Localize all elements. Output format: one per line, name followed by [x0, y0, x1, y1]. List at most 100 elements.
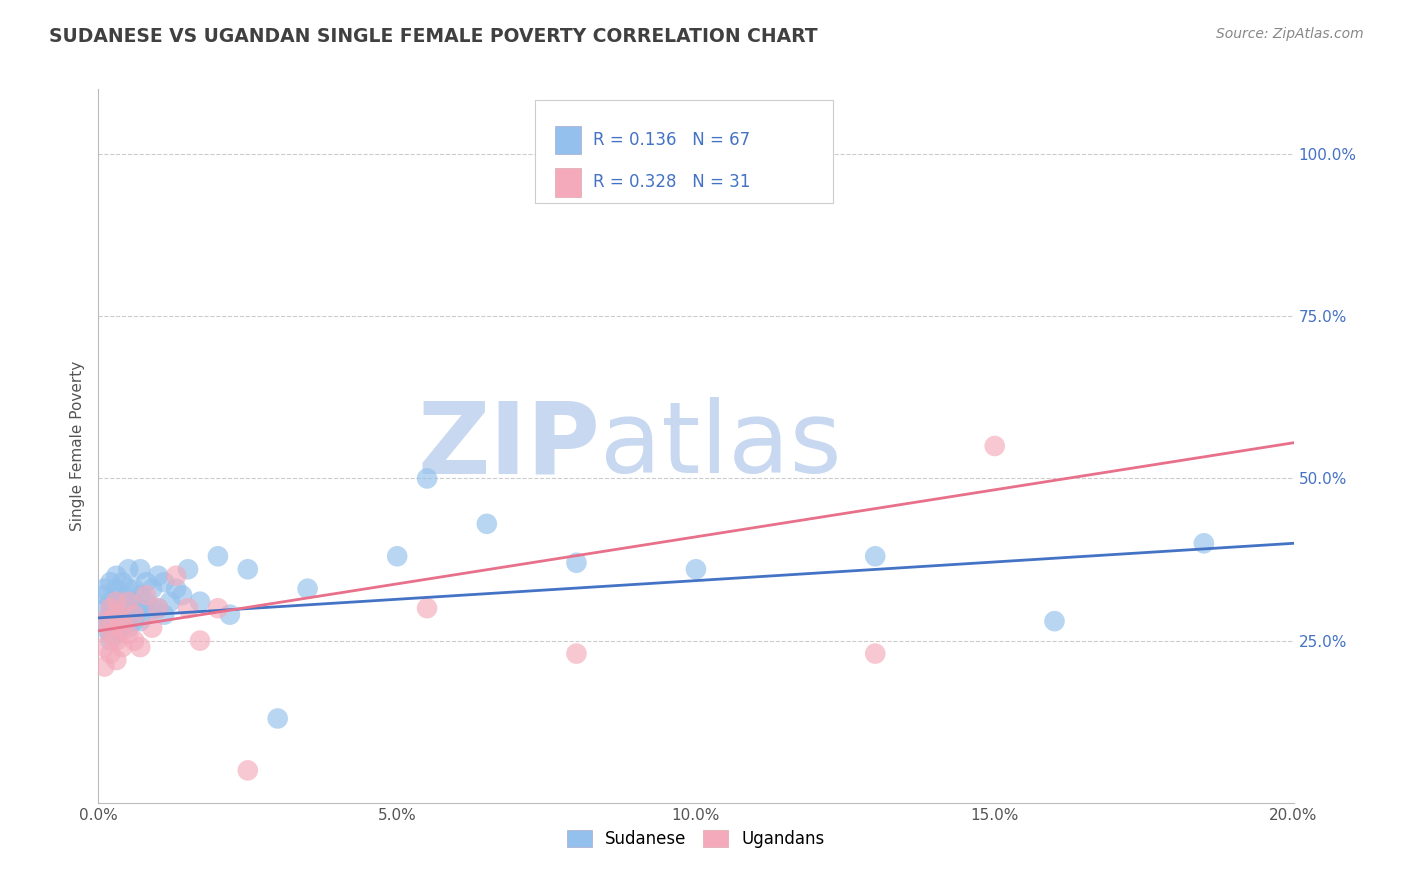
- Point: [98, 614, 122, 628]
- Point: [117, 562, 139, 576]
- Point: [148, 601, 170, 615]
- Point: [124, 614, 146, 628]
- Point: [129, 640, 152, 654]
- Point: [98, 627, 122, 641]
- Point: [124, 633, 146, 648]
- Point: [135, 595, 157, 609]
- Point: [141, 601, 163, 615]
- Point: [141, 582, 163, 596]
- Point: [124, 607, 146, 622]
- Point: [117, 595, 139, 609]
- FancyBboxPatch shape: [555, 126, 581, 154]
- Point: [172, 588, 194, 602]
- Point: [111, 575, 134, 590]
- Point: [105, 607, 128, 622]
- Point: [93, 640, 115, 654]
- Point: [111, 614, 134, 628]
- Point: [111, 607, 134, 622]
- Point: [111, 588, 134, 602]
- Point: [159, 595, 181, 609]
- Point: [219, 607, 242, 622]
- Text: R = 0.328   N = 31: R = 0.328 N = 31: [593, 173, 751, 192]
- Point: [98, 601, 122, 615]
- Point: [111, 595, 134, 609]
- Point: [207, 601, 229, 615]
- Point: [1192, 536, 1215, 550]
- Point: [93, 621, 115, 635]
- Point: [685, 562, 707, 576]
- Point: [98, 647, 122, 661]
- Point: [385, 549, 409, 564]
- Point: [165, 568, 187, 582]
- Point: [236, 562, 259, 576]
- Point: [98, 595, 122, 609]
- Point: [98, 621, 122, 635]
- Point: [865, 549, 887, 564]
- Point: [416, 471, 439, 485]
- Point: [565, 647, 588, 661]
- Point: [93, 582, 115, 596]
- Point: [135, 588, 157, 602]
- Text: SUDANESE VS UGANDAN SINGLE FEMALE POVERTY CORRELATION CHART: SUDANESE VS UGANDAN SINGLE FEMALE POVERT…: [49, 27, 818, 45]
- Point: [236, 764, 259, 778]
- FancyBboxPatch shape: [534, 100, 834, 203]
- Point: [177, 562, 200, 576]
- Point: [105, 601, 128, 615]
- Point: [105, 627, 128, 641]
- Point: [188, 633, 211, 648]
- Point: [111, 640, 134, 654]
- Point: [129, 588, 152, 602]
- Point: [105, 595, 128, 609]
- Point: [93, 659, 115, 673]
- Point: [105, 633, 128, 648]
- Point: [111, 621, 134, 635]
- Point: [105, 582, 128, 596]
- Point: [117, 582, 139, 596]
- Point: [148, 601, 170, 615]
- Point: [117, 601, 139, 615]
- Point: [188, 595, 211, 609]
- Point: [98, 607, 122, 622]
- Point: [124, 582, 146, 596]
- Point: [129, 601, 152, 615]
- Point: [111, 614, 134, 628]
- Text: Source: ZipAtlas.com: Source: ZipAtlas.com: [1216, 27, 1364, 41]
- Point: [135, 575, 157, 590]
- Point: [207, 549, 229, 564]
- Point: [98, 601, 122, 615]
- Point: [105, 614, 128, 628]
- Point: [129, 614, 152, 628]
- Text: R = 0.136   N = 67: R = 0.136 N = 67: [593, 131, 751, 149]
- Point: [129, 562, 152, 576]
- Text: atlas: atlas: [600, 398, 842, 494]
- Point: [98, 633, 122, 648]
- Point: [105, 568, 128, 582]
- Point: [105, 607, 128, 622]
- Point: [165, 582, 187, 596]
- Y-axis label: Single Female Poverty: Single Female Poverty: [69, 361, 84, 531]
- Point: [124, 595, 146, 609]
- Point: [135, 607, 157, 622]
- Point: [93, 614, 115, 628]
- Point: [177, 601, 200, 615]
- Point: [105, 653, 128, 667]
- Point: [984, 439, 1007, 453]
- FancyBboxPatch shape: [555, 169, 581, 197]
- Point: [1043, 614, 1066, 628]
- Point: [267, 711, 290, 725]
- Point: [98, 627, 122, 641]
- Point: [153, 575, 176, 590]
- Point: [93, 614, 115, 628]
- Point: [93, 601, 115, 615]
- Point: [117, 614, 139, 628]
- Point: [416, 601, 439, 615]
- Point: [111, 621, 134, 635]
- Point: [124, 607, 146, 622]
- Point: [141, 621, 163, 635]
- Point: [153, 607, 176, 622]
- Point: [117, 627, 139, 641]
- Point: [475, 516, 498, 531]
- Point: [98, 575, 122, 590]
- Point: [297, 582, 319, 596]
- Point: [865, 647, 887, 661]
